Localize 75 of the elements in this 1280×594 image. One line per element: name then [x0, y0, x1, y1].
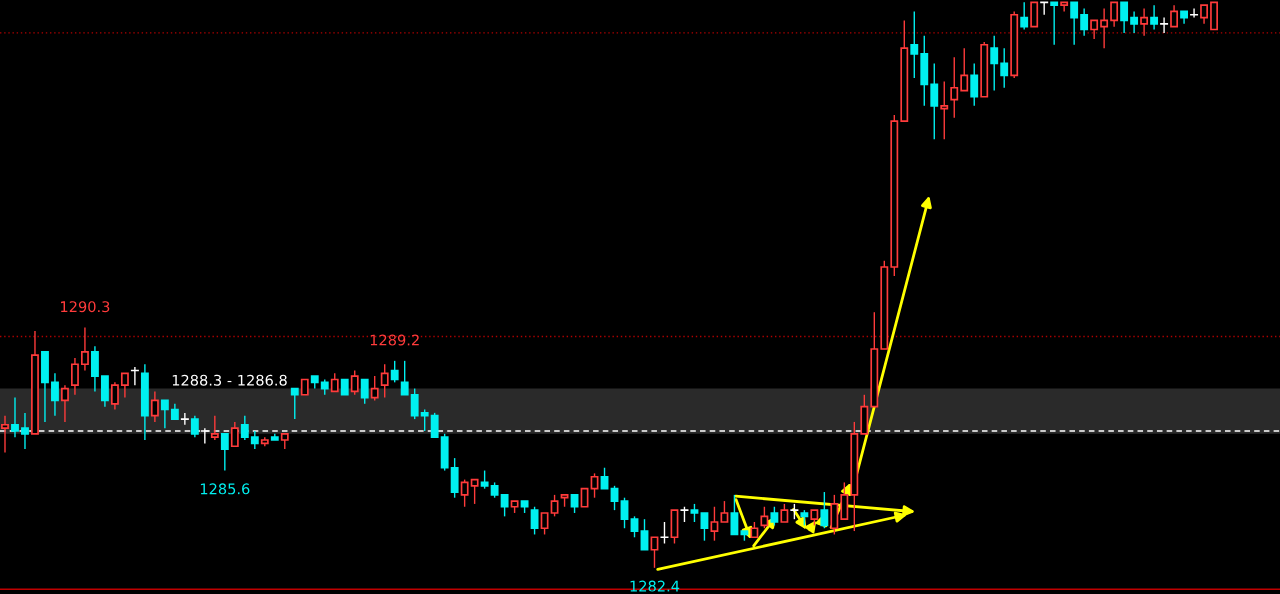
candlestick: [230, 421, 239, 448]
candlestick: [580, 487, 589, 508]
candlestick: [1090, 19, 1099, 40]
candlestick: [1120, 1, 1129, 34]
candlestick: [550, 494, 559, 518]
candlestick: [620, 497, 629, 529]
candlestick: [380, 363, 389, 399]
annotation: 1285.6: [200, 483, 250, 495]
annotation: 1289.2: [370, 334, 419, 346]
candlestick: [960, 47, 969, 92]
candlestick: [700, 512, 709, 542]
candlestick: [1110, 1, 1119, 28]
candlestick: [160, 399, 169, 429]
candlestick: [1130, 10, 1139, 34]
candlestick: [430, 412, 439, 439]
candlestick: [940, 80, 949, 140]
candlestick: [1100, 7, 1109, 49]
candlestick: [530, 506, 539, 536]
candlestick: [970, 62, 979, 107]
candlestick: [360, 378, 369, 405]
candlestick: [1050, 1, 1059, 46]
candlestick: [51, 372, 59, 417]
candlestick: [760, 506, 769, 529]
candlestick: [240, 415, 249, 441]
candlestick: [350, 369, 359, 396]
candlestick: [71, 357, 79, 396]
candlestick: [570, 494, 579, 514]
candlestick: [1080, 7, 1089, 37]
candlestick: [690, 503, 699, 523]
candlestick: [120, 372, 129, 399]
candlestick: [330, 372, 339, 393]
candlestick: [150, 390, 159, 423]
candlestick: [730, 494, 739, 536]
candlestick: [61, 384, 69, 423]
candlestick: [950, 56, 959, 119]
candlestick: [540, 512, 549, 536]
candlestick: [370, 375, 379, 402]
candlestick: [710, 506, 719, 542]
candlestick: [290, 387, 299, 420]
band-label: 1288.3 - 1286.8: [172, 374, 287, 386]
candlestick: [400, 360, 409, 396]
candlestick: [500, 494, 509, 518]
candlestick: [11, 396, 19, 438]
candlestick: [930, 62, 939, 140]
candlestick: [1000, 47, 1009, 89]
candlestick: [630, 515, 639, 538]
candlestick: [910, 10, 919, 79]
candlestick: [650, 536, 659, 569]
candlestick: [1150, 4, 1159, 31]
candlestick: [640, 518, 649, 551]
candlestick: [1, 415, 9, 454]
candlestick: [250, 430, 259, 450]
candlestick: [780, 503, 789, 523]
candlestick: [610, 485, 619, 511]
candlestick: [990, 35, 999, 92]
candlestick: [21, 412, 29, 450]
annotation: 1290.3: [61, 301, 110, 313]
candlestick: [1020, 1, 1029, 31]
candlestick: [81, 326, 89, 372]
candlestick: [210, 415, 219, 441]
candlestick: [1200, 4, 1208, 25]
candlestick: [470, 478, 479, 505]
candlestick: [410, 387, 419, 420]
candlestick: [110, 381, 119, 411]
candlestick: [460, 478, 469, 508]
candlestick: [190, 415, 199, 438]
candlestick: [720, 500, 729, 523]
candlestick: [390, 360, 399, 384]
candlestick: [1070, 1, 1079, 46]
candlestick: [1140, 7, 1149, 37]
candlestick: [770, 506, 779, 527]
candlestick: [1170, 4, 1179, 28]
candlestick: [480, 469, 489, 490]
candlestick: [220, 432, 229, 472]
candlestick: [420, 408, 429, 432]
